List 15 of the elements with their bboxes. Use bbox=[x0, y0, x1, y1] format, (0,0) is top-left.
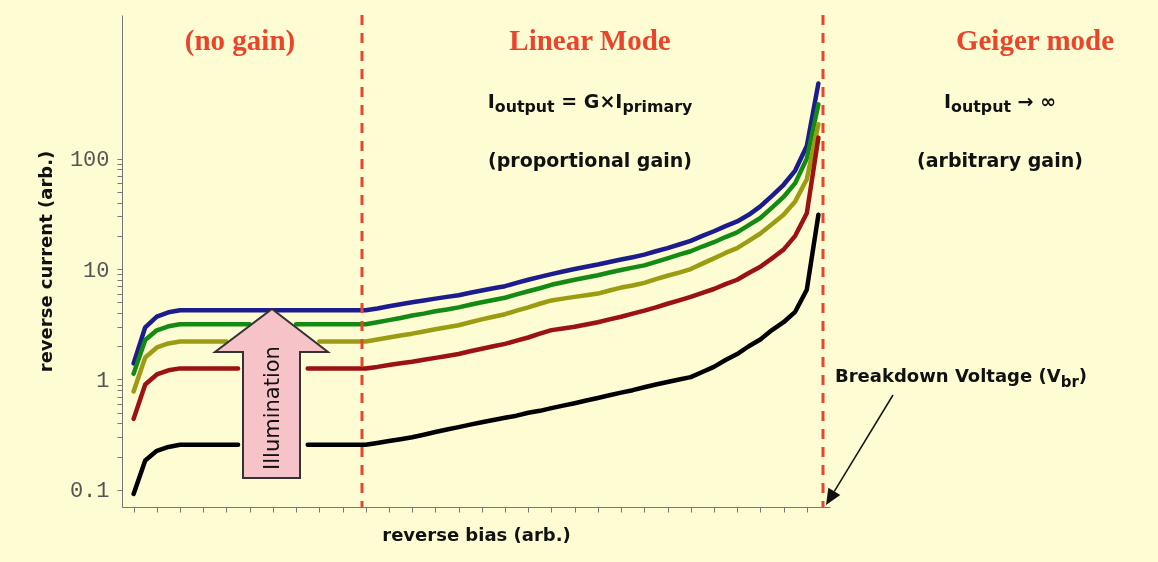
annotation: (proportional gain) bbox=[488, 149, 692, 171]
annotation: Illumination bbox=[260, 346, 284, 470]
y-tick-label: 1 bbox=[96, 368, 110, 394]
y-tick-label: 10 bbox=[83, 258, 110, 284]
x-axis-title: reverse bias (arb.) bbox=[382, 524, 571, 545]
y-axis-title: reverse current (arb.) bbox=[34, 150, 56, 373]
text: Breakdown Voltage (V$_{br}$) bbox=[835, 365, 1088, 391]
text: (arbitrary gain) bbox=[917, 149, 1083, 171]
text: Geiger mode bbox=[955, 23, 1115, 57]
y-tick-label: 100 bbox=[69, 148, 110, 174]
annotation: I$_{output}$ = G×I$_{primary}$ bbox=[487, 89, 693, 117]
text: I$_{output}$ → ∞ bbox=[944, 89, 1056, 117]
annotation: Linear Mode bbox=[509, 23, 671, 57]
y-tick-label: 0.1 bbox=[69, 479, 110, 505]
annotation: (no gain) bbox=[184, 23, 296, 57]
